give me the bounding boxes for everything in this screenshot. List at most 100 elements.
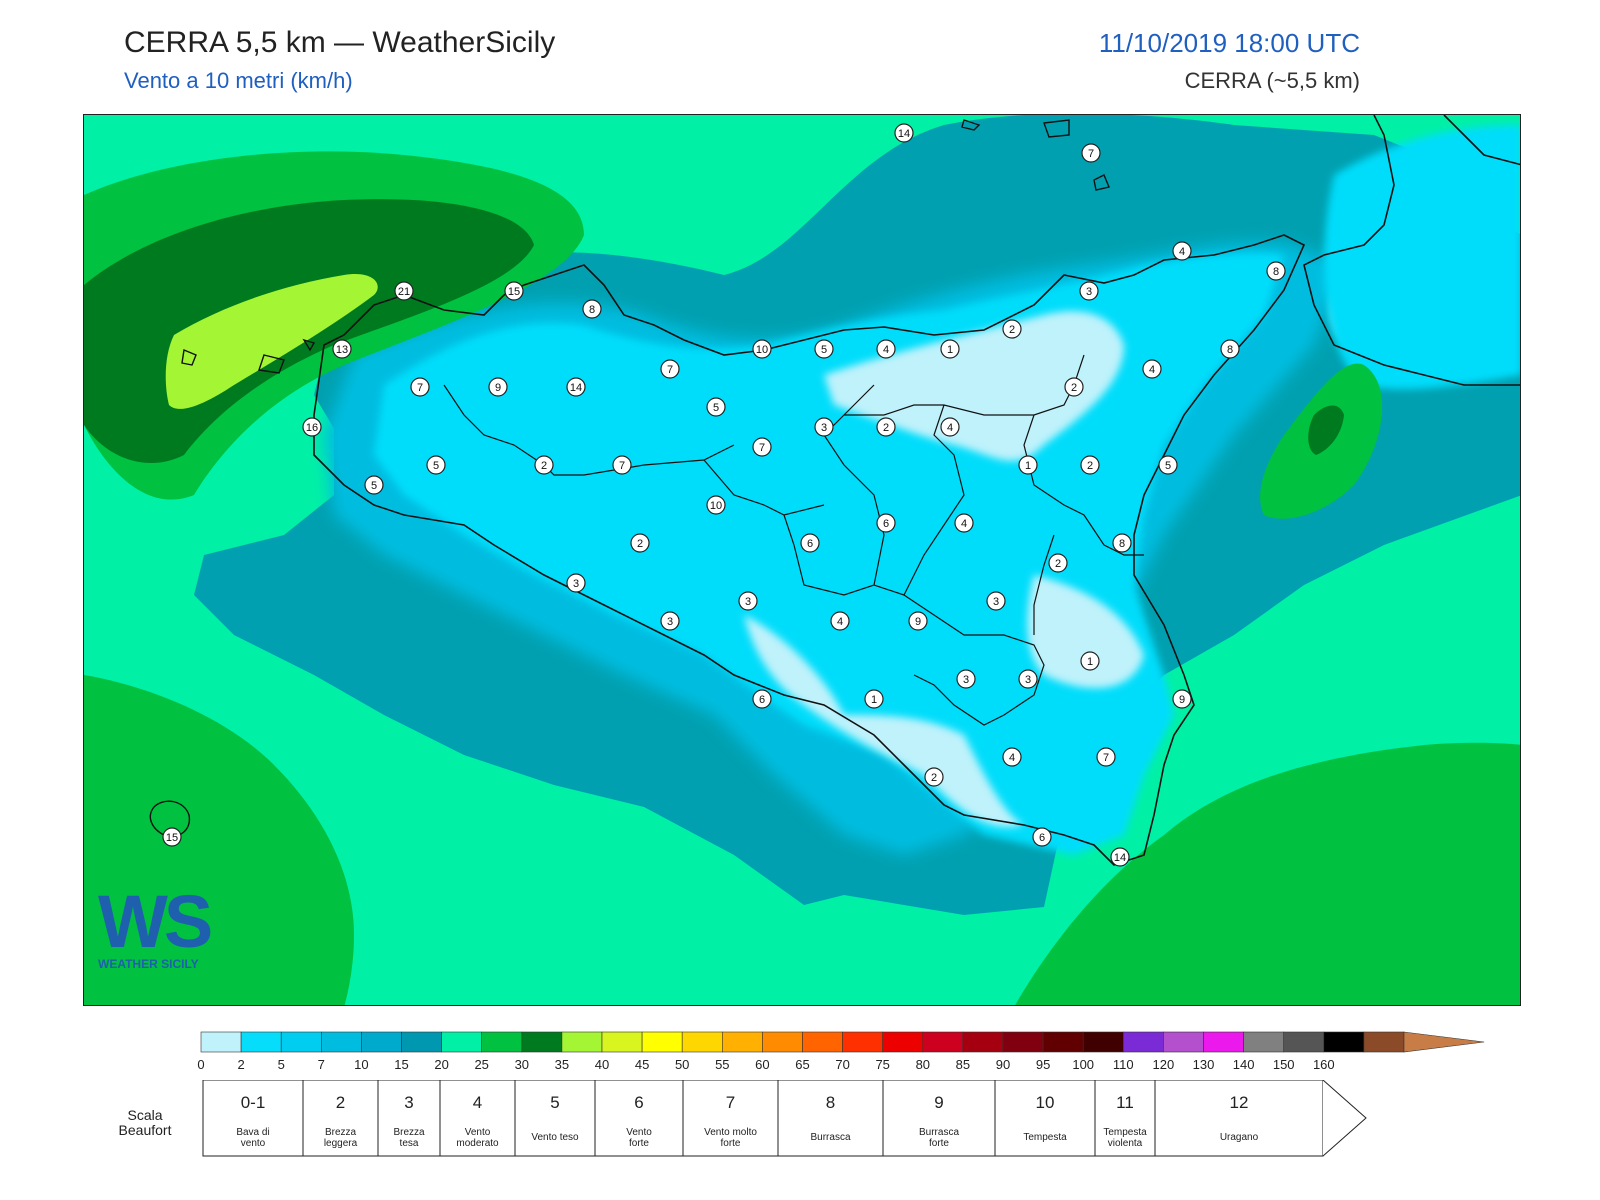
station-value: 4: [837, 616, 843, 628]
map-subtitle: Vento a 10 metri (km/h): [124, 68, 353, 93]
station-value: 14: [570, 382, 582, 394]
beaufort-number: 12: [1230, 1093, 1249, 1112]
station-value: 7: [619, 460, 625, 472]
station-value: 4: [961, 518, 967, 530]
beaufort-number: 2: [336, 1093, 345, 1112]
beaufort-number: 11: [1116, 1093, 1134, 1112]
wind-zone-0-2-a: [824, 311, 1124, 461]
station-value: 9: [1179, 694, 1185, 706]
station-value: 2: [1009, 324, 1015, 336]
beaufort-description: forte: [720, 1138, 740, 1149]
scale-tick: 30: [515, 1057, 529, 1070]
scale-swatch: [1363, 1031, 1405, 1053]
beaufort-description: Burrasca: [919, 1127, 959, 1138]
station-marker: 21: [394, 281, 414, 301]
station-value: 2: [1055, 558, 1061, 570]
station-marker: 8: [582, 299, 602, 319]
scale-swatch: [842, 1031, 883, 1053]
wind-zone-20-25-sw: [84, 675, 354, 1005]
ws-logo-mark: WS: [98, 880, 213, 963]
station-marker: 6: [1032, 827, 1052, 847]
beaufort-description: tesa: [400, 1138, 419, 1149]
scale-tick: 130: [1193, 1057, 1215, 1070]
station-marker: 7: [1081, 143, 1101, 163]
scale-swatch: [1042, 1031, 1084, 1053]
station-value: 2: [637, 538, 643, 550]
station-marker: 4: [1002, 747, 1022, 767]
station-value: 5: [371, 480, 377, 492]
station-marker: 4: [940, 417, 960, 437]
beaufort-description: forte: [629, 1138, 649, 1149]
scale-tick: 85: [956, 1057, 970, 1070]
station-marker: 14: [1110, 847, 1130, 867]
station-value: 8: [1227, 344, 1233, 356]
station-marker: 3: [566, 573, 586, 593]
beaufort-number: 9: [934, 1093, 943, 1112]
scale-swatch: [441, 1031, 483, 1053]
scale-tick: 40: [595, 1057, 609, 1070]
beaufort-number: 5: [550, 1093, 559, 1112]
scale-tick: 50: [675, 1057, 689, 1070]
scale-tick: 70: [835, 1057, 849, 1070]
scale-swatch: [1082, 1031, 1124, 1053]
beaufort-description: Tempesta: [1103, 1127, 1147, 1138]
wind-zone-0-2-b: [1027, 575, 1144, 689]
station-marker: 3: [1018, 669, 1038, 689]
station-value: 1: [1087, 656, 1093, 668]
beaufort-description: Bava di: [236, 1127, 269, 1138]
station-marker: 15: [504, 281, 524, 301]
station-value: 14: [1114, 852, 1126, 864]
ws-logo-caption: WEATHER SICILY: [98, 957, 199, 971]
scale-tick: 60: [755, 1057, 769, 1070]
wind-zone-20-25-south: [1015, 742, 1520, 1005]
station-marker: 2: [534, 455, 554, 475]
station-marker: 15: [162, 827, 182, 847]
beaufort-description: Tempesta: [1023, 1132, 1067, 1143]
station-value: 9: [495, 382, 501, 394]
beaufort-number: 7: [726, 1093, 735, 1112]
scale-tick: 160: [1313, 1057, 1335, 1070]
station-marker: 4: [954, 513, 974, 533]
scale-tick: 65: [795, 1057, 809, 1070]
station-value: 2: [883, 422, 889, 434]
scale-tick: 100: [1072, 1057, 1094, 1070]
station-value: 7: [1103, 752, 1109, 764]
beaufort-description: Brezza: [325, 1127, 357, 1138]
scale-arrow: [1403, 1031, 1485, 1053]
station-marker: 2: [1048, 553, 1068, 573]
station-value: 1: [871, 694, 877, 706]
wind-zone-25-30-ionian: [1308, 405, 1344, 455]
beaufort-arrow: [1322, 1080, 1367, 1157]
scale-tick: 45: [635, 1057, 649, 1070]
scale-swatch: [681, 1031, 723, 1053]
station-value: 6: [883, 518, 889, 530]
scale-swatch: [561, 1031, 603, 1053]
scale-swatch: [721, 1031, 763, 1053]
station-value: 14: [898, 128, 910, 140]
scale-swatch: [762, 1031, 803, 1053]
station-value: 3: [963, 674, 969, 686]
station-marker: 13: [332, 339, 352, 359]
station-value: 2: [541, 460, 547, 472]
station-value: 9: [915, 616, 921, 628]
station-marker: 4: [1142, 359, 1162, 379]
station-value: 7: [759, 442, 765, 454]
station-marker: 10: [752, 339, 772, 359]
beaufort-number: 6: [634, 1093, 643, 1112]
scale-tick: 80: [916, 1057, 930, 1070]
station-value: 5: [1165, 460, 1171, 472]
station-marker: 3: [1079, 281, 1099, 301]
station-marker: 9: [488, 377, 508, 397]
scale-swatch: [361, 1031, 402, 1053]
beaufort-number: 0-1: [241, 1093, 266, 1112]
beaufort-description: Uragano: [1220, 1132, 1259, 1143]
station-marker: 3: [660, 611, 680, 631]
station-marker: 3: [986, 591, 1006, 611]
station-marker: 7: [752, 437, 772, 457]
